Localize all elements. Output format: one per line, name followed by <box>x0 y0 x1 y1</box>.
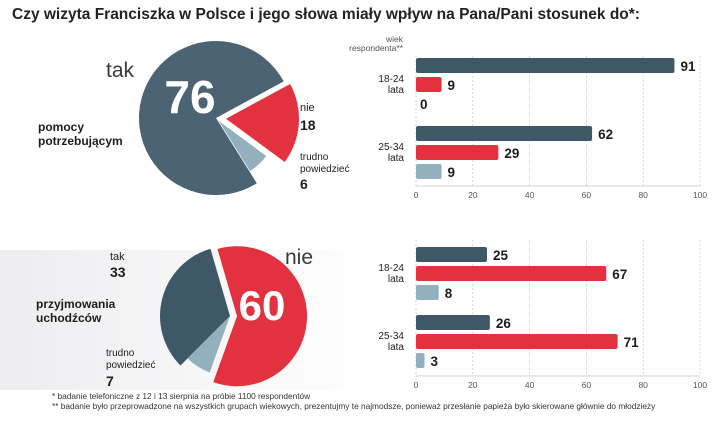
bars2-group-label-0-1: 18-24 <box>378 263 404 274</box>
pie2-value-trudno: 7 <box>106 373 114 389</box>
bars2-value-0-2: 8 <box>445 286 453 301</box>
pie2-category-1: przyjmowania <box>36 297 116 311</box>
bars2-tick-0: 0 <box>414 380 419 390</box>
pie2-label-trudno-1: trudno <box>106 348 135 359</box>
pie2-label-trudno-2: powiedzieć <box>106 360 155 371</box>
pie1-slice-trudno <box>218 120 267 171</box>
bars2-group-label-1-2: lata <box>388 342 405 353</box>
bars1-value-0-2: 0 <box>420 97 428 112</box>
bars1-bar-1-0 <box>416 126 593 141</box>
pie1-category-2: potrzebującym <box>38 134 123 148</box>
bars2-tick-5: 100 <box>693 380 707 390</box>
bars1-bar-0-0 <box>416 58 675 73</box>
pie1-slice-tak <box>138 41 284 196</box>
bars2-group-label-1-1: 25-34 <box>378 331 404 342</box>
bars1-bar-0-1 <box>416 77 442 92</box>
bars1-bar-1-2 <box>416 164 442 179</box>
bars2-value-0-0: 25 <box>493 248 509 263</box>
bars2-tick-3: 60 <box>582 380 592 390</box>
bars2-value-1-2: 3 <box>431 354 439 369</box>
bars1-tick-4: 80 <box>638 190 648 200</box>
pie1-slice-nie <box>225 83 299 163</box>
pie2-label-nie: nie <box>285 246 313 269</box>
pie1-value-tak: 76 <box>164 71 215 123</box>
bars1-bar-1-1 <box>416 145 499 160</box>
bars1-group-label-1-1: 25-34 <box>378 142 404 153</box>
pie2-label-tak: tak <box>110 251 125 263</box>
bars1-axis-title-1: wiek <box>385 34 404 44</box>
bars1-value-0-1: 9 <box>448 78 456 93</box>
bars1-group-label-0-1: 18-24 <box>378 74 404 85</box>
bars2-bar-0-1 <box>416 266 607 281</box>
pie1-value-nie: 18 <box>300 117 316 133</box>
bars2-value-1-1: 71 <box>624 335 640 350</box>
footnote-2: ** badanie było przeprowadzone na wszyst… <box>52 401 656 411</box>
bars2-group-label-0-2: lata <box>388 274 405 285</box>
bars1-tick-5: 100 <box>693 190 707 200</box>
pie1-label-trudno-1: trudno <box>300 152 329 163</box>
pie1-label-tak: tak <box>106 59 135 82</box>
bars2-tick-4: 80 <box>638 380 648 390</box>
pie1-label-nie: nie <box>300 102 315 114</box>
bars1-tick-2: 40 <box>525 190 535 200</box>
pie1-label-trudno-2: powiedzieć <box>300 164 349 175</box>
pie2-slice-trudno <box>187 316 230 373</box>
bars2-bar-1-2 <box>416 353 425 368</box>
pie2-value-tak: 33 <box>110 264 126 280</box>
bars1-tick-0: 0 <box>414 190 419 200</box>
pie2-slice-tak <box>159 248 230 366</box>
bars1-value-0-0: 91 <box>680 59 696 74</box>
bars1-axis-title-2: respondenta** <box>349 43 404 53</box>
bars2-value-0-1: 67 <box>612 267 627 282</box>
bars2-bar-0-2 <box>416 285 439 300</box>
chart-title: Czy wizyta Franciszka w Polsce i jego sł… <box>12 6 640 23</box>
bars1-group-label-0-2: lata <box>388 85 405 96</box>
bars1-value-1-0: 62 <box>598 127 613 142</box>
bars2-value-1-0: 26 <box>496 316 512 331</box>
footnote-1: * badanie telefoniczne z 12 i 13 sierpni… <box>52 391 311 401</box>
bars1-value-1-2: 9 <box>448 165 456 180</box>
bars1-tick-3: 60 <box>582 190 592 200</box>
bars2-bar-1-0 <box>416 315 490 330</box>
bars2-bar-0-0 <box>416 247 487 262</box>
bars2-tick-2: 40 <box>525 380 535 390</box>
pie2-slice-nie <box>213 246 307 387</box>
bars1-group-label-1-2: lata <box>388 153 405 164</box>
bars1-value-1-1: 29 <box>504 146 519 161</box>
bars2-tick-1: 20 <box>468 380 478 390</box>
pie1-category-1: pomocy <box>38 120 84 134</box>
bars1-tick-1: 20 <box>468 190 478 200</box>
pie1-value-trudno: 6 <box>300 176 308 192</box>
pie2-category-2: uchodźców <box>36 311 102 325</box>
footnotes: * badanie telefoniczne z 12 i 13 sierpni… <box>52 391 722 411</box>
pie2-value-nie: 60 <box>239 282 286 329</box>
bars2-bar-1-1 <box>416 334 618 349</box>
